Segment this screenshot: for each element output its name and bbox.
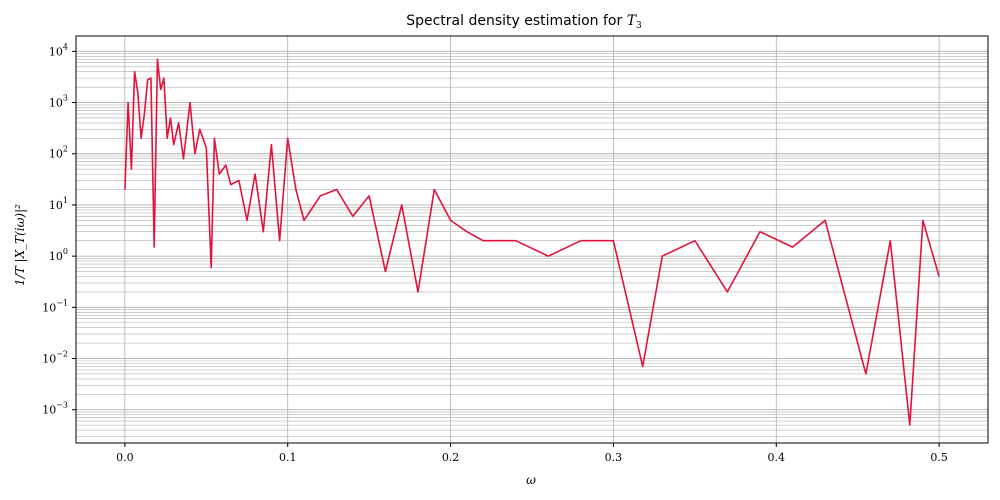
y-tick-label: 10−3 [42, 401, 68, 417]
x-tick-label: 0.2 [442, 451, 460, 464]
y-tick-label: 100 [49, 247, 68, 263]
y-tick-label: 103 [49, 94, 68, 110]
svg-text:1/T |X_T(iω)|²: 1/T |X_T(iω)|² [13, 204, 27, 286]
y-tick-label: 10−1 [42, 298, 68, 314]
chart-title: Spectral density estimation for T3 [406, 13, 642, 31]
y-axis-ticks: 10−3 10−2 10−1 100 101 102 103 104 [42, 42, 76, 417]
grid-lines [76, 36, 988, 443]
series-line [124, 58, 940, 426]
x-axis-ticks: 0.0 0.1 0.2 0.3 0.4 0.5 [116, 443, 948, 464]
x-axis-label: ω [526, 473, 536, 487]
series-layer [124, 58, 940, 426]
y-axis-label: 1/T |X_T(iω)|² [13, 204, 27, 286]
x-tick-label: 0.4 [768, 451, 786, 464]
y-tick-label: 101 [49, 196, 68, 212]
x-tick-label: 0.5 [930, 451, 948, 464]
y-tick-label: 104 [49, 42, 68, 58]
x-tick-label: 0.0 [116, 451, 134, 464]
x-tick-label: 0.3 [605, 451, 623, 464]
y-tick-label: 102 [49, 145, 68, 161]
plot-frame [75, 35, 989, 444]
y-tick-label: 10−2 [42, 350, 68, 366]
x-tick-label: 0.1 [279, 451, 297, 464]
